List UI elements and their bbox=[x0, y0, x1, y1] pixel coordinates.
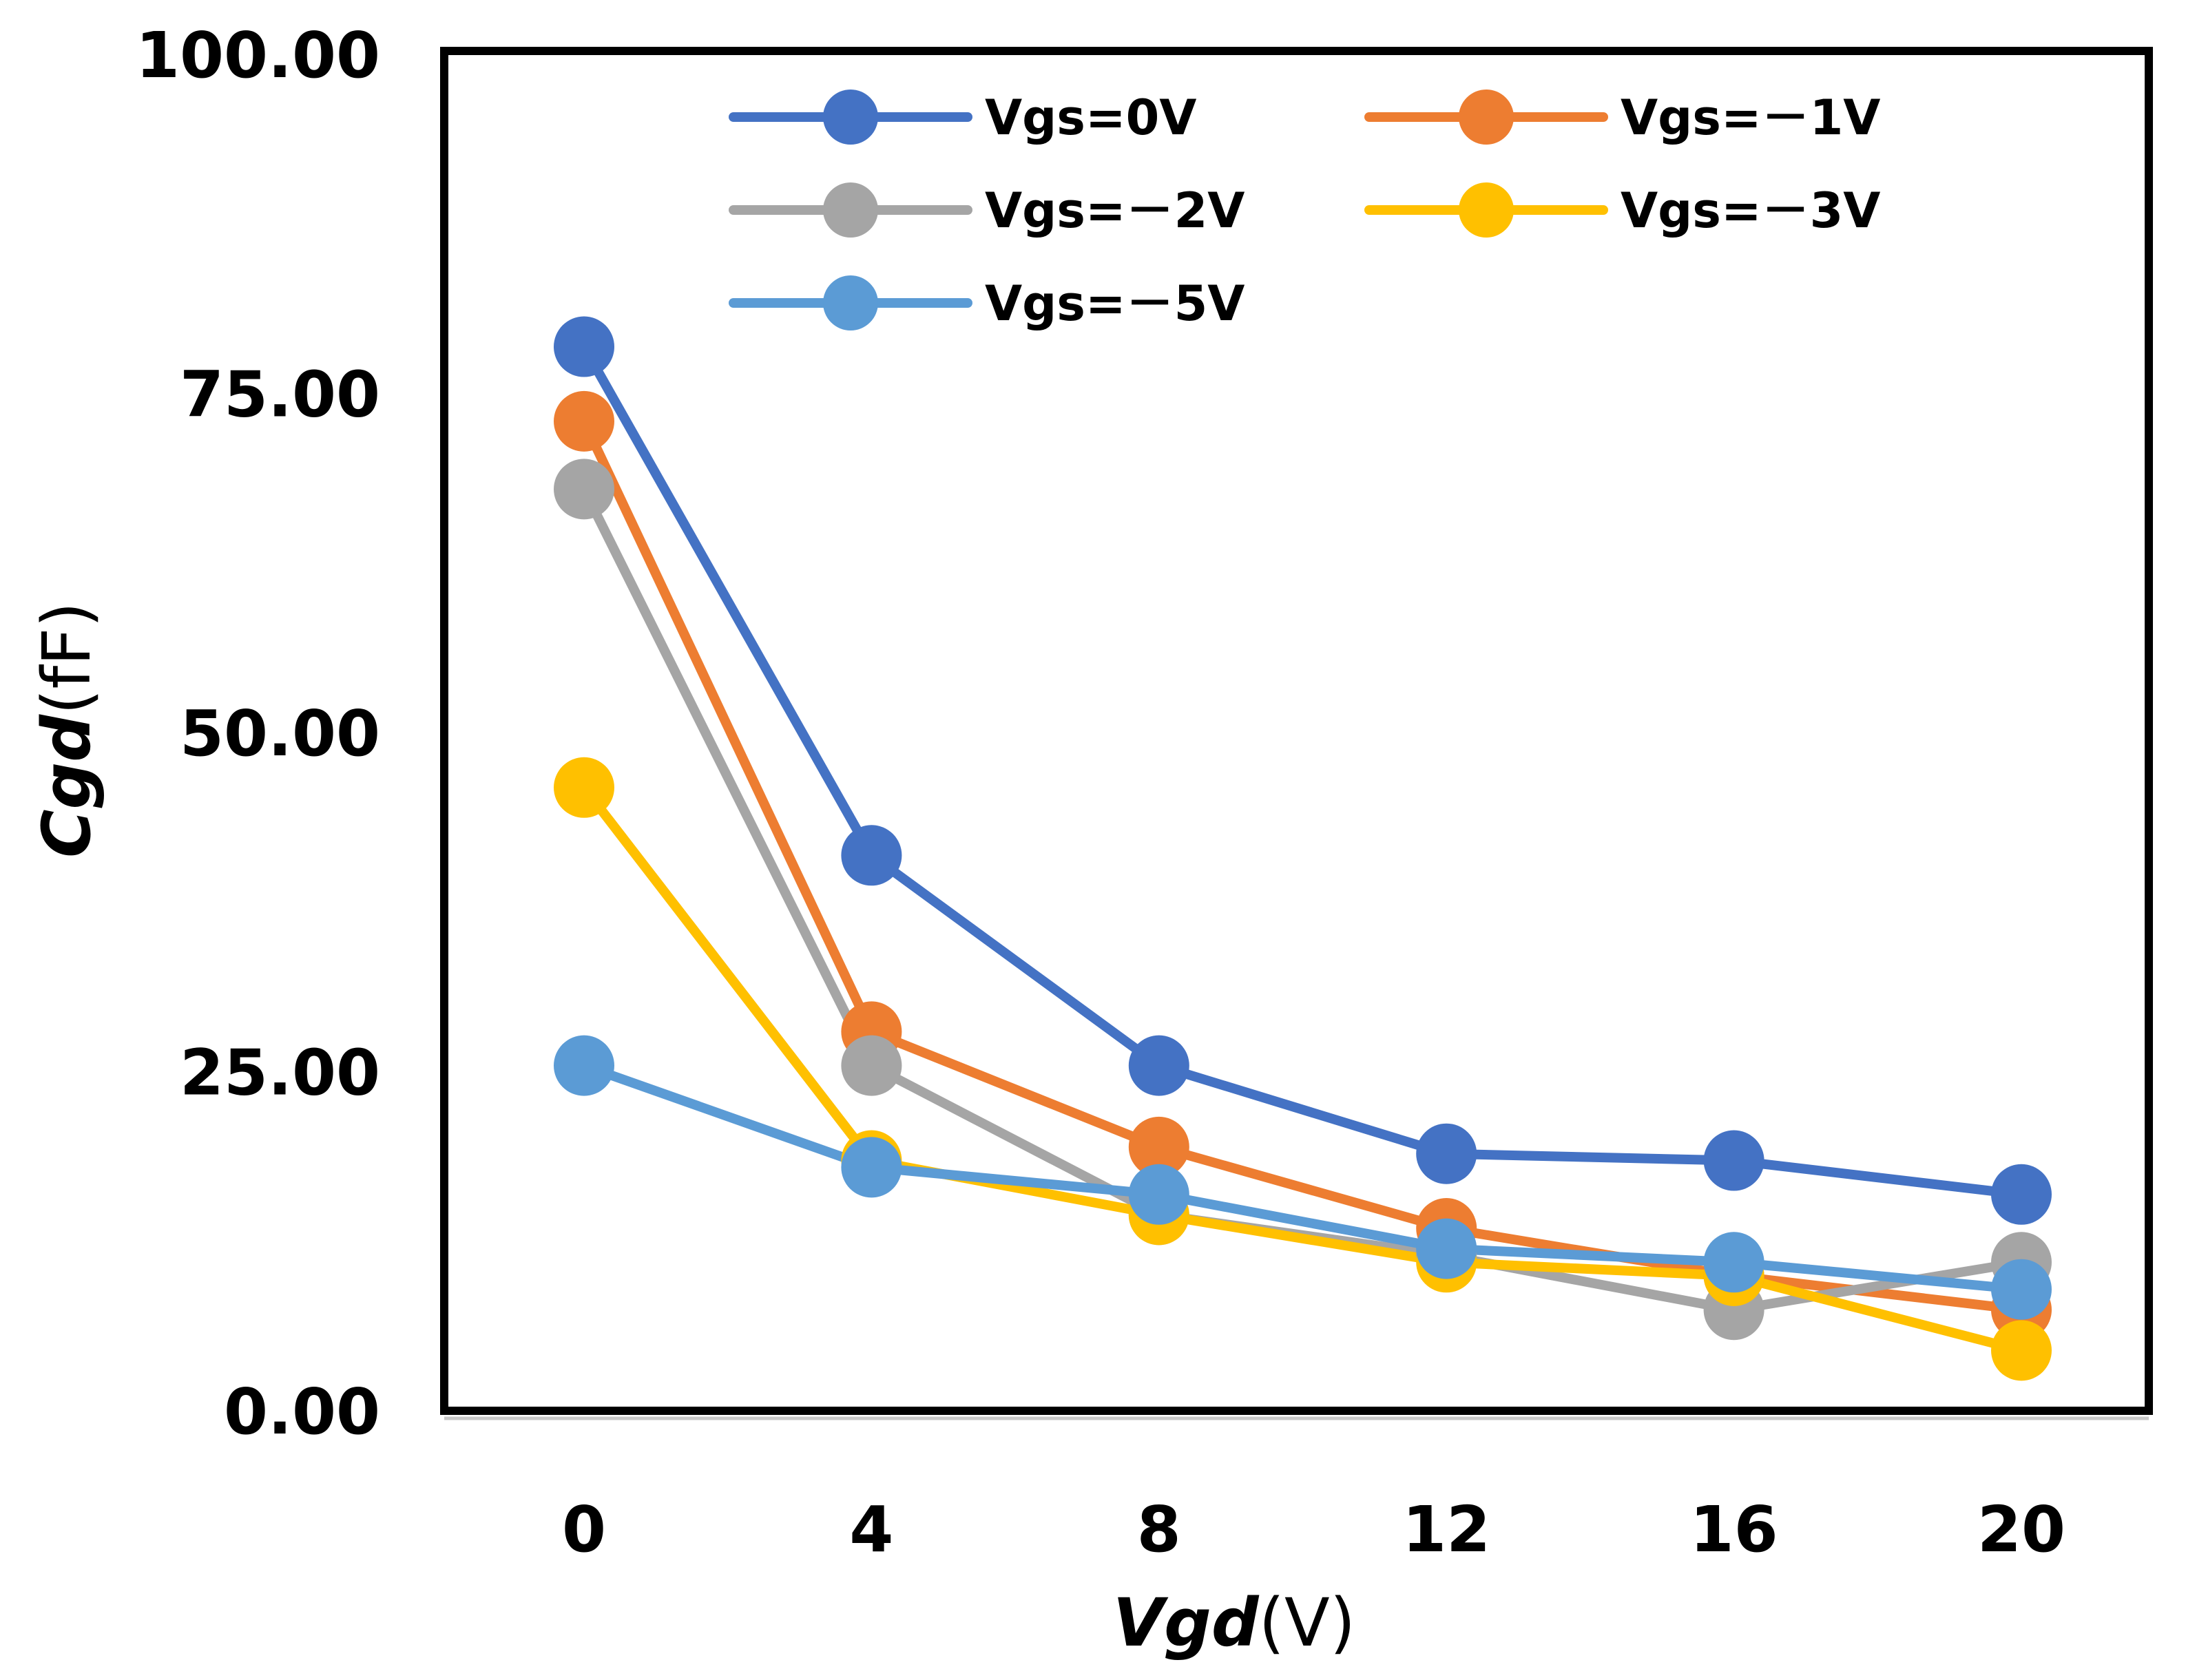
legend-entry-3: Vgs=－2V bbox=[729, 182, 1245, 239]
x-tick-label: 4 bbox=[849, 1493, 893, 1566]
legend: Vgs=0V Vgs=－1V Vgs=－2V Vgs=－3V Vgs=－5V bbox=[729, 90, 1880, 332]
legend-label: Vgs=－2V bbox=[985, 182, 1245, 239]
legend-label: Vgs=－1V bbox=[1621, 90, 1880, 146]
x-axis-title: Vgd(V) bbox=[1113, 1584, 1355, 1661]
series-line-4 bbox=[579, 782, 2026, 1356]
y-axis-ticks: 0.00 25.00 50.00 75.00 100.00 bbox=[136, 19, 380, 1449]
data-point-s1-x20 bbox=[1991, 1164, 2052, 1225]
data-point-s4-x0 bbox=[554, 757, 614, 818]
x-axis-title-var: Vgd bbox=[1113, 1584, 1260, 1661]
y-tick-label: 0.00 bbox=[224, 1375, 380, 1449]
data-point-s3-x0 bbox=[554, 459, 614, 520]
legend-swatch-marker bbox=[1459, 182, 1514, 238]
legend-entry-2: Vgs=－1V bbox=[1364, 90, 1880, 146]
plot-area-frame bbox=[440, 47, 2153, 1415]
data-point-s5-x8 bbox=[1128, 1164, 1189, 1225]
data-point-s1-x0 bbox=[554, 316, 614, 377]
data-point-s4-x20 bbox=[1991, 1320, 2052, 1381]
legend-swatch-marker bbox=[823, 182, 878, 238]
y-tick-label: 25.00 bbox=[180, 1036, 380, 1110]
series-line-1 bbox=[579, 342, 2026, 1199]
legend-entry-5: Vgs=－5V bbox=[729, 275, 1245, 332]
data-point-s1-x4 bbox=[841, 825, 902, 886]
series-lines bbox=[579, 342, 2026, 1356]
data-point-s5-x12 bbox=[1416, 1218, 1477, 1279]
legend-label: Vgs=－3V bbox=[1621, 182, 1880, 239]
y-tick-label: 75.00 bbox=[180, 358, 380, 432]
data-point-s3-x4 bbox=[841, 1035, 902, 1096]
y-axis-title-unit: (fF) bbox=[28, 602, 105, 715]
y-axis-title: Cgd(fF) bbox=[28, 602, 105, 858]
data-point-s5-x4 bbox=[841, 1137, 902, 1198]
data-point-s1-x16 bbox=[1703, 1130, 1764, 1191]
x-tick-label: 12 bbox=[1402, 1493, 1490, 1566]
data-point-s5-x0 bbox=[554, 1035, 614, 1096]
x-tick-label: 20 bbox=[1977, 1493, 2065, 1566]
x-tick-label: 16 bbox=[1690, 1493, 1778, 1566]
x-axis-ticks: 0 4 8 12 16 20 bbox=[562, 1493, 2065, 1566]
series-line-2 bbox=[579, 416, 2026, 1315]
data-point-s1-x12 bbox=[1416, 1123, 1477, 1184]
legend-swatch-marker bbox=[823, 90, 878, 145]
legend-entry-1: Vgs=0V bbox=[729, 90, 1196, 146]
y-tick-label: 50.00 bbox=[180, 697, 380, 770]
series-markers bbox=[554, 316, 2052, 1381]
x-tick-label: 8 bbox=[1137, 1493, 1181, 1566]
data-point-s2-x0 bbox=[554, 390, 614, 452]
legend-swatch-marker bbox=[1459, 90, 1514, 145]
y-axis-title-var: Cgd bbox=[28, 714, 105, 858]
legend-label: Vgs=－5V bbox=[985, 275, 1245, 332]
x-axis-title-unit: (V) bbox=[1259, 1584, 1356, 1661]
data-point-s1-x8 bbox=[1128, 1035, 1189, 1096]
y-tick-label: 100.00 bbox=[136, 19, 380, 92]
data-point-s5-x16 bbox=[1703, 1232, 1764, 1293]
data-point-s2-x8 bbox=[1128, 1116, 1189, 1177]
data-point-s5-x20 bbox=[1991, 1259, 2052, 1320]
legend-label: Vgs=0V bbox=[985, 90, 1196, 146]
x-tick-label: 0 bbox=[562, 1493, 606, 1566]
legend-swatch-marker bbox=[823, 275, 878, 330]
series-layer bbox=[554, 316, 2052, 1381]
series-line-5 bbox=[579, 1060, 2026, 1294]
legend-entry-4: Vgs=－3V bbox=[1364, 182, 1880, 239]
